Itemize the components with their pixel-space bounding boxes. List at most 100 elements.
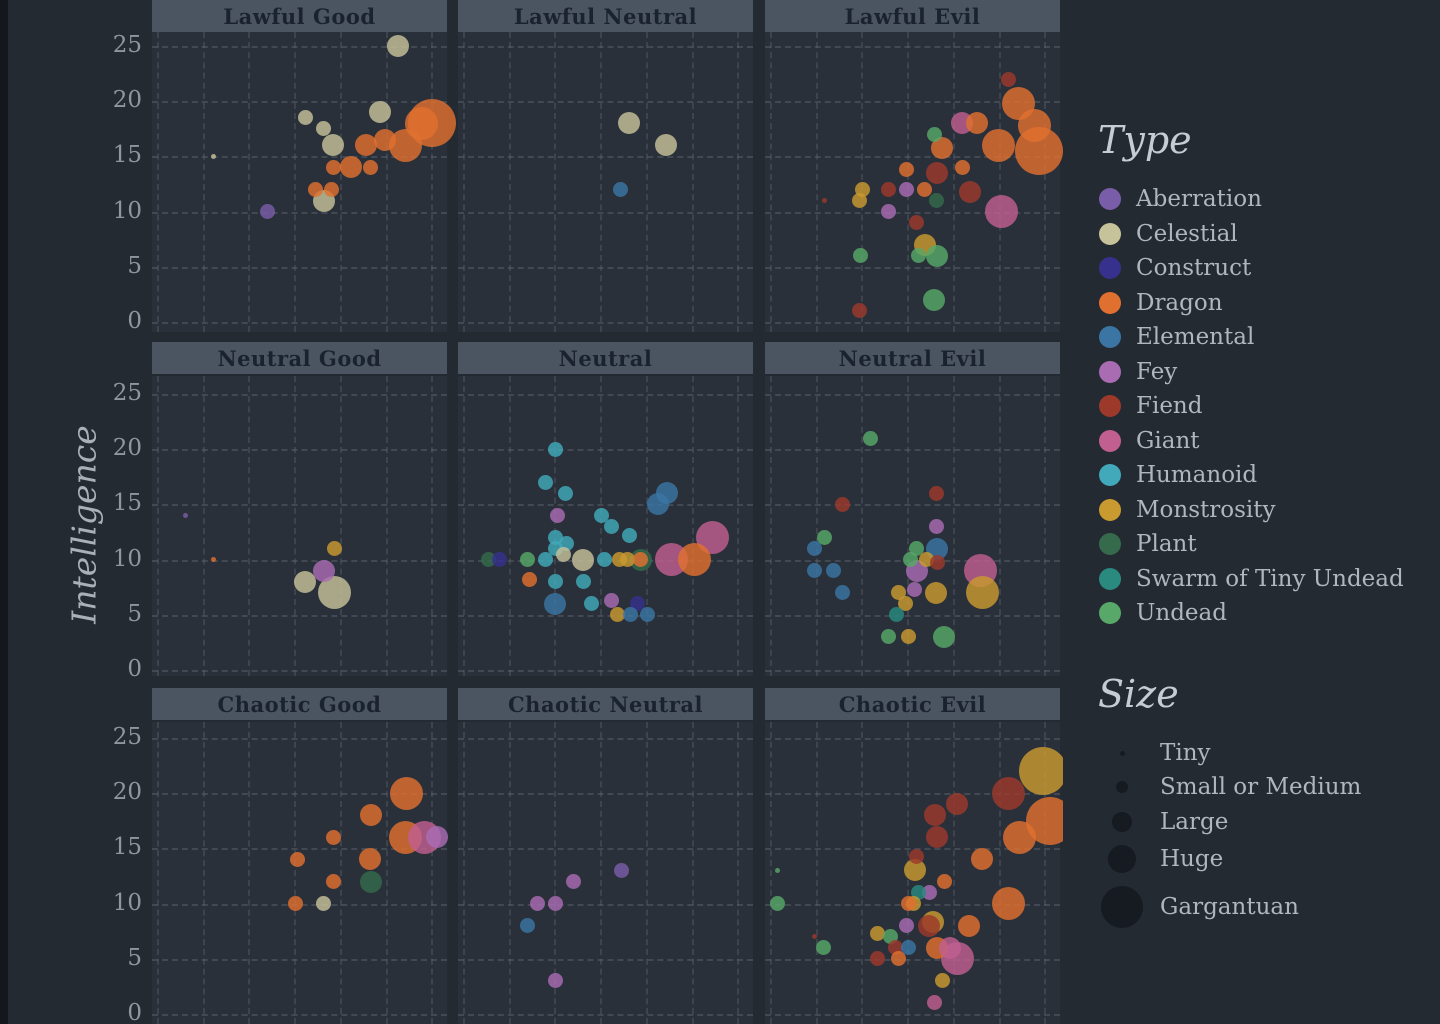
gridline-v bbox=[907, 32, 910, 332]
type-label: Elemental bbox=[1136, 324, 1255, 350]
gridline-h bbox=[152, 559, 447, 562]
gridline-v bbox=[907, 376, 910, 676]
facet-panel bbox=[152, 722, 447, 1024]
data-point bbox=[923, 288, 946, 311]
data-point bbox=[566, 874, 582, 890]
gridline-v bbox=[202, 32, 205, 332]
data-point bbox=[881, 629, 897, 645]
gridline-h bbox=[458, 46, 753, 48]
y-tick-label: 15 bbox=[112, 834, 142, 861]
size-swatch-box bbox=[1100, 886, 1144, 928]
gridline-h bbox=[458, 101, 753, 104]
size-swatch-box bbox=[1100, 845, 1144, 873]
size-legend-item: Gargantuan bbox=[1100, 886, 1299, 928]
data-point bbox=[325, 874, 341, 890]
gridline-v bbox=[463, 722, 465, 1024]
gridline-v bbox=[508, 376, 511, 676]
data-point bbox=[925, 826, 948, 849]
gridline-v bbox=[248, 376, 251, 676]
data-point bbox=[959, 180, 982, 203]
plot-area bbox=[152, 32, 1063, 1024]
facet-title: Neutral Evil bbox=[838, 345, 987, 371]
data-point bbox=[289, 851, 305, 867]
data-point bbox=[981, 128, 1015, 162]
facet-panel bbox=[458, 32, 753, 332]
type-label: Dragon bbox=[1136, 289, 1223, 316]
data-point bbox=[604, 518, 620, 534]
data-point bbox=[325, 829, 341, 845]
data-point bbox=[425, 826, 448, 849]
data-point bbox=[853, 248, 869, 264]
data-point bbox=[812, 934, 818, 940]
type-swatch bbox=[1099, 326, 1121, 348]
type-legend-item: Plant bbox=[1099, 531, 1197, 557]
data-point bbox=[835, 585, 851, 601]
data-point bbox=[340, 156, 363, 179]
size-legend-item: Large bbox=[1100, 809, 1228, 835]
gridline-v bbox=[385, 722, 388, 1024]
data-point bbox=[930, 555, 946, 571]
gridline-h bbox=[765, 614, 1060, 617]
type-swatch bbox=[1099, 498, 1121, 521]
left-edge-strip bbox=[0, 0, 8, 1024]
data-point bbox=[807, 541, 823, 557]
gridline-v bbox=[554, 32, 557, 332]
y-tick-label: 25 bbox=[112, 380, 142, 406]
facet-header: Lawful Good bbox=[152, 0, 447, 32]
gridline-h bbox=[152, 504, 447, 507]
gridline-v bbox=[1044, 32, 1047, 332]
type-label: Monstrosity bbox=[1136, 496, 1276, 523]
facet-header: Chaotic Good bbox=[152, 688, 447, 720]
data-point bbox=[907, 581, 923, 597]
gridline-h bbox=[458, 903, 753, 906]
gridline-h bbox=[765, 156, 1060, 159]
data-point bbox=[322, 134, 345, 157]
gridline-v bbox=[463, 32, 465, 332]
gridline-v bbox=[294, 376, 297, 676]
facet-title: Chaotic Neutral bbox=[507, 691, 704, 717]
data-point bbox=[547, 441, 563, 457]
gridline-v bbox=[248, 722, 251, 1024]
gridline-v bbox=[770, 376, 772, 676]
data-point bbox=[594, 507, 610, 523]
data-point bbox=[210, 557, 216, 563]
gridline-v bbox=[248, 32, 251, 332]
size-swatch bbox=[1101, 886, 1143, 928]
y-tick-label: 10 bbox=[112, 545, 142, 572]
data-point bbox=[307, 182, 323, 198]
gridline-v bbox=[202, 376, 205, 676]
data-point bbox=[362, 159, 378, 175]
size-label: Large bbox=[1160, 809, 1229, 835]
gridline-h bbox=[152, 101, 447, 104]
data-point bbox=[917, 182, 933, 198]
gridline-h bbox=[458, 670, 753, 672]
y-tick-label: 0 bbox=[127, 308, 142, 334]
gridline-h bbox=[765, 958, 1060, 961]
type-legend: Type bbox=[1098, 118, 1192, 162]
gridline-h bbox=[152, 614, 447, 617]
data-point bbox=[908, 215, 924, 231]
facet-title: Neutral Good bbox=[217, 345, 382, 371]
type-legend-title: Type bbox=[1098, 118, 1192, 162]
data-point bbox=[927, 995, 943, 1011]
gridline-h bbox=[765, 1014, 1060, 1016]
data-point bbox=[544, 592, 567, 615]
type-legend-item: Construct bbox=[1099, 255, 1251, 281]
data-point bbox=[903, 859, 926, 882]
gridline-h bbox=[152, 793, 447, 796]
data-point bbox=[958, 914, 981, 937]
gridline-h bbox=[765, 322, 1060, 324]
gridline-v bbox=[1044, 376, 1047, 676]
y-tick-label: 5 bbox=[127, 944, 142, 971]
gridline-h bbox=[458, 394, 753, 396]
gridline-h bbox=[152, 958, 447, 961]
gridline-v bbox=[691, 32, 694, 332]
gridline-v bbox=[645, 722, 648, 1024]
gridline-v bbox=[952, 722, 955, 1024]
type-swatch bbox=[1099, 291, 1121, 314]
data-point bbox=[316, 896, 332, 912]
data-point bbox=[898, 918, 914, 934]
data-point bbox=[815, 940, 831, 956]
facet-header: Chaotic Neutral bbox=[458, 688, 753, 720]
